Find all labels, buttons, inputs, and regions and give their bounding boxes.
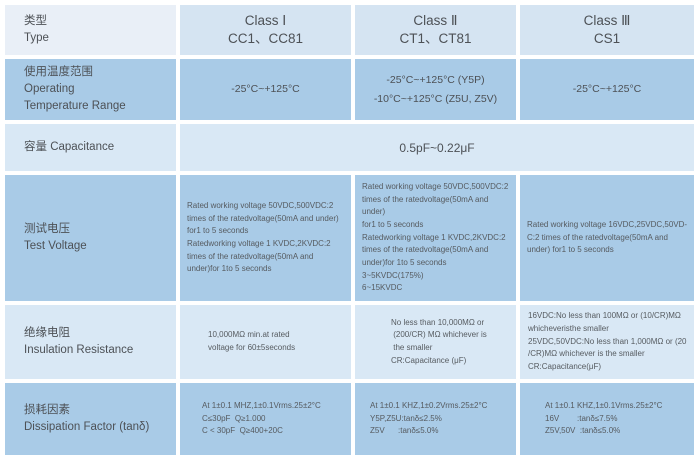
header-class3-cell: Class Ⅲ CS1 (520, 5, 694, 55)
operating-range-class2: -25°C~+125°C (Y5P) -10°C~+125°C (Z5U, Z5… (355, 59, 516, 120)
insulation-resistance-class2: No less than 10,000MΩ or (200/CR) MΩ whi… (355, 305, 516, 379)
operating-range-label: 使用温度范围 Operating Temperature Range (5, 59, 176, 120)
test-voltage-label: 测试电压 Test Voltage (5, 175, 176, 301)
header-type-cell: 类型 Type (5, 5, 176, 55)
dissipation-factor-class1: At 1±0.1 MHZ,1±0.1Vrms.25±2°C C≤30pF Q≥1… (180, 383, 351, 455)
capacitance-value: 0.5pF~0.22μF (180, 124, 694, 171)
test-voltage-class2: Rated working voltage 50VDC,500VDC:2 tim… (355, 175, 516, 301)
header-class1-cell: Class Ⅰ CC1、CC81 (180, 5, 351, 55)
operating-range-class1: -25°C~+125°C (180, 59, 351, 120)
capacitor-spec-table: 类型 Type Class Ⅰ CC1、CC81 Class Ⅱ CT1、CT8… (5, 5, 694, 455)
operating-range-class3: -25°C~+125°C (520, 59, 694, 120)
capacitance-label: 容量 Capacitance (5, 124, 176, 171)
header-class2-cell: Class Ⅱ CT1、CT81 (355, 5, 516, 55)
test-voltage-class1: Rated working voltage 50VDC,500VDC:2 tim… (180, 175, 351, 301)
dissipation-factor-label: 损耗因素 Dissipation Factor (tanδ) (5, 383, 176, 455)
dissipation-factor-class3: At 1±0.1 KHZ,1±0.1Vrms.25±2°C 16V :tanδ≤… (520, 383, 694, 455)
test-voltage-class3: Rated working voltage 16VDC,25VDC,50VD- … (520, 175, 694, 301)
insulation-resistance-label: 绝缘电阻 Insulation Resistance (5, 305, 176, 379)
insulation-resistance-class1: 10,000MΩ min.at rated voltage for 60±5se… (180, 305, 351, 379)
insulation-resistance-class3: 16VDC:No less than 100MΩ or (10/CR)MΩ wh… (520, 305, 694, 379)
dissipation-factor-class2: At 1±0.1 KHZ,1±0.2Vrms.25±2°C Y5P,Z5U:ta… (355, 383, 516, 455)
